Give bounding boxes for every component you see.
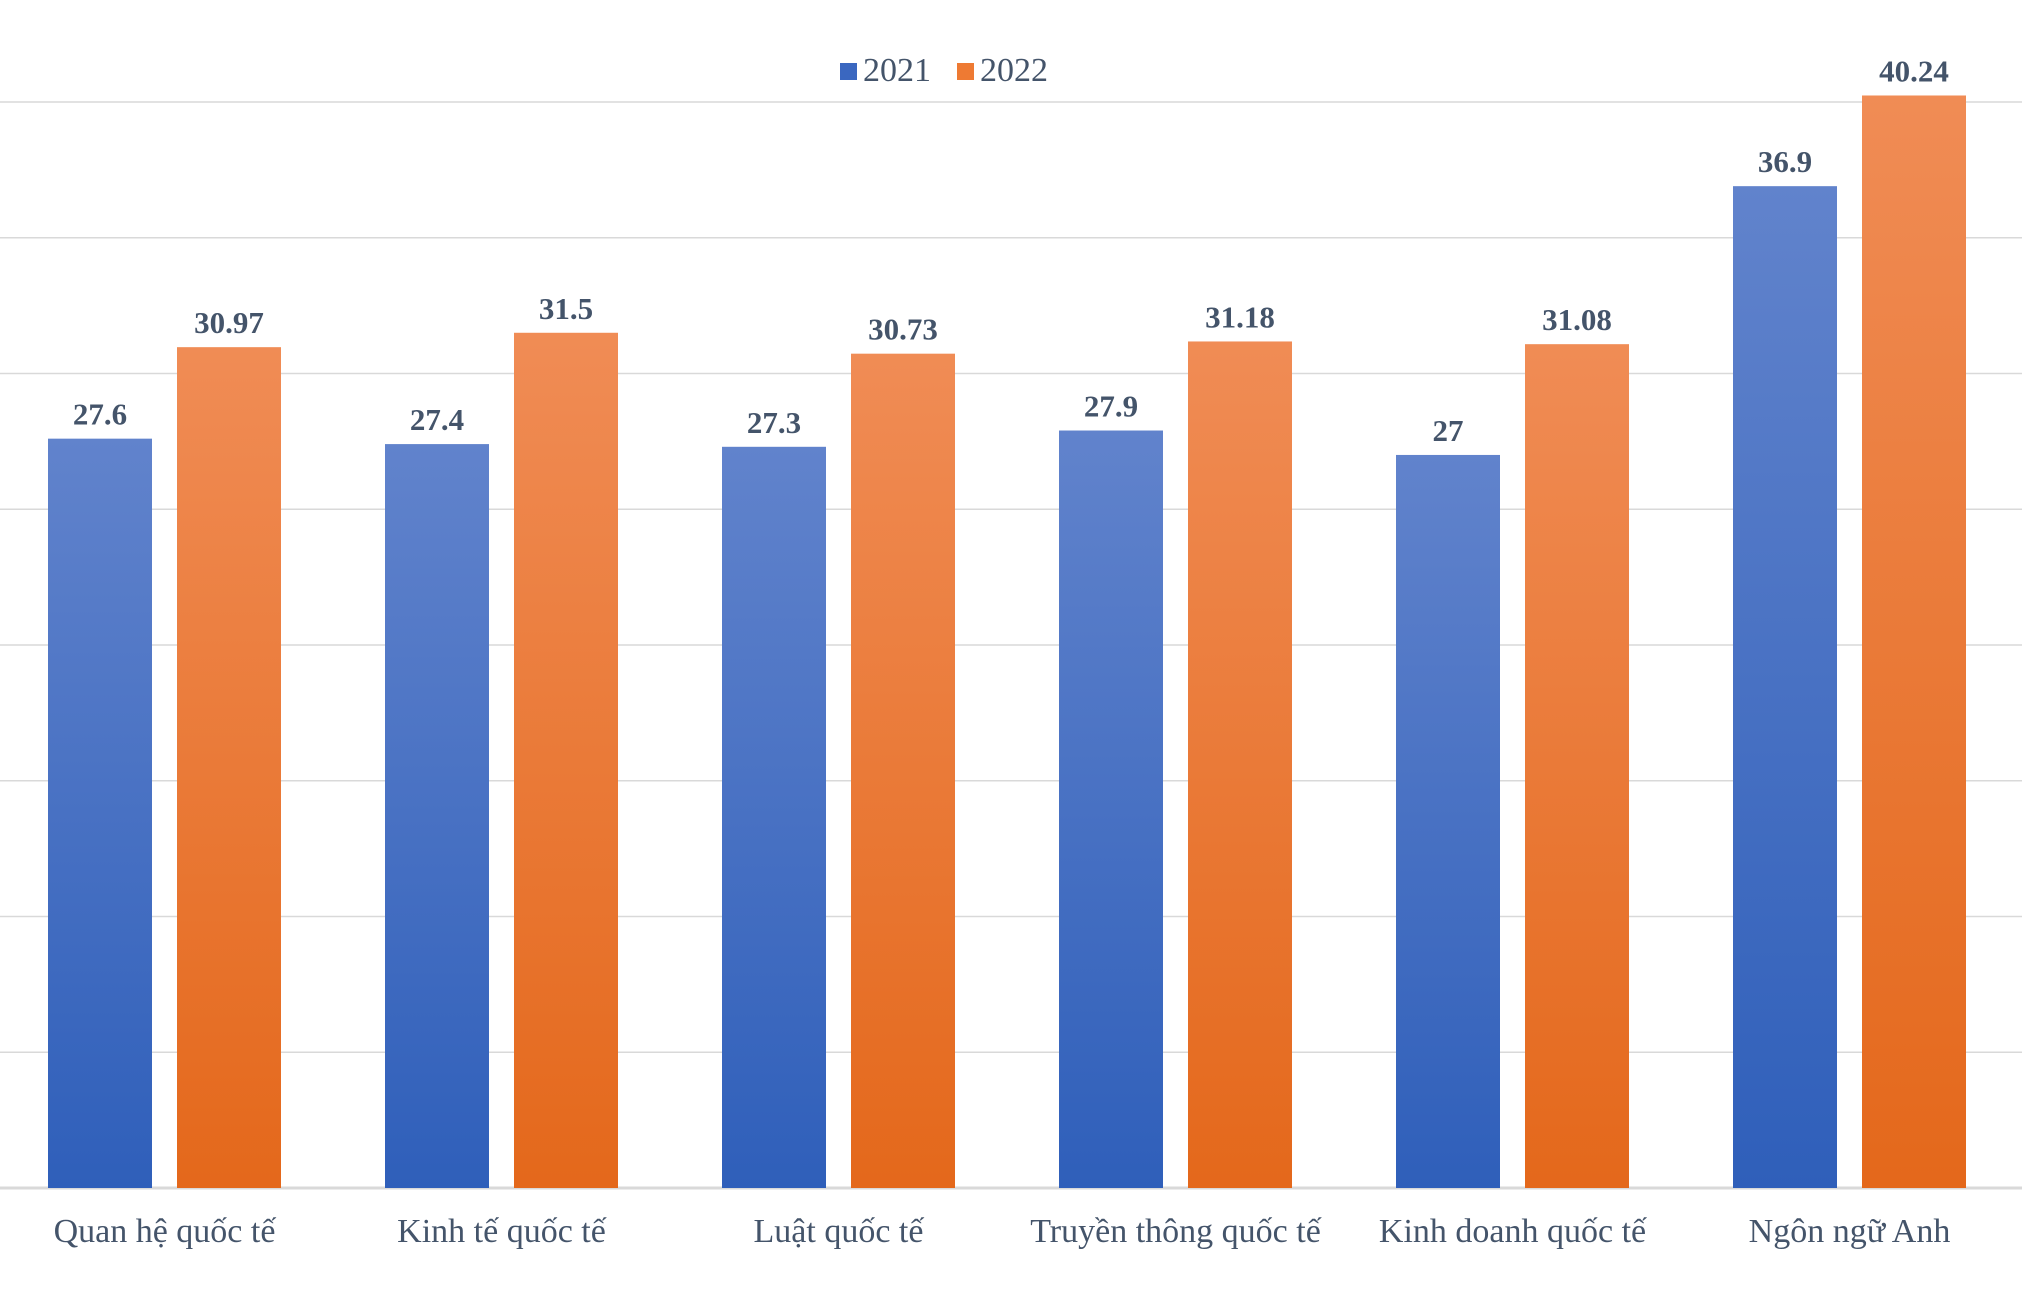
bar-2021-1 [385, 444, 489, 1189]
data-label: 27.4 [410, 402, 464, 437]
legend-label-2022: 2022 [980, 52, 1048, 89]
legend-swatch-2022 [957, 62, 974, 80]
bar-2022-2 [851, 353, 955, 1188]
x-tick-label: Quan hệ quốc tế [54, 1213, 277, 1250]
data-label: 27 [1433, 413, 1464, 448]
x-tick-label: Luật quốc tế [754, 1213, 925, 1250]
data-label: 27.3 [747, 405, 801, 440]
data-label: 30.97 [194, 305, 264, 340]
bars [48, 95, 1966, 1189]
x-tick-label: Ngôn ngữ Anh [1749, 1213, 1951, 1250]
bar-2022-3 [1188, 341, 1292, 1188]
bar-2021-2 [722, 446, 826, 1188]
bar-2022-5 [1862, 95, 1966, 1188]
bar-2021-0 [48, 438, 152, 1188]
legend-label-2021: 2021 [863, 52, 931, 89]
legend: 2021 2022 [0, 52, 1888, 90]
gridlines [0, 101, 2022, 1190]
x-tick-labels: Quan hệ quốc tế Kinh tế quốc tế Luật quốc … [54, 1213, 1951, 1250]
legend-item-2021: 2021 [840, 52, 931, 90]
bar-2022-4 [1525, 344, 1629, 1189]
bar-2021-5 [1733, 186, 1837, 1189]
data-label: 31.18 [1205, 299, 1275, 334]
data-label: 40.24 [1879, 53, 1949, 88]
data-label: 27.9 [1084, 389, 1138, 424]
legend-item-2022: 2022 [957, 52, 1048, 90]
x-tick-label: Kinh tế quốc tế [397, 1213, 607, 1250]
x-tick-label: Kinh doanh quốc tế [1379, 1213, 1647, 1250]
bar-2022-1 [514, 332, 618, 1188]
data-label: 31.08 [1542, 302, 1612, 337]
x-tick-label: Truyền thông quốc tế [1030, 1213, 1321, 1250]
bar-2022-0 [177, 347, 281, 1188]
data-label: 30.73 [868, 312, 938, 347]
data-label: 36.9 [1758, 144, 1812, 179]
bar-2021-4 [1396, 454, 1500, 1188]
data-label: 31.5 [539, 291, 593, 326]
bar-2021-3 [1059, 430, 1163, 1188]
data-labels: 27.6 30.97 27.4 31.5 27.3 30.73 27.9 31.18 27 31.… [73, 53, 1949, 447]
legend-swatch-2021 [840, 62, 857, 80]
data-label: 27.6 [73, 397, 127, 432]
